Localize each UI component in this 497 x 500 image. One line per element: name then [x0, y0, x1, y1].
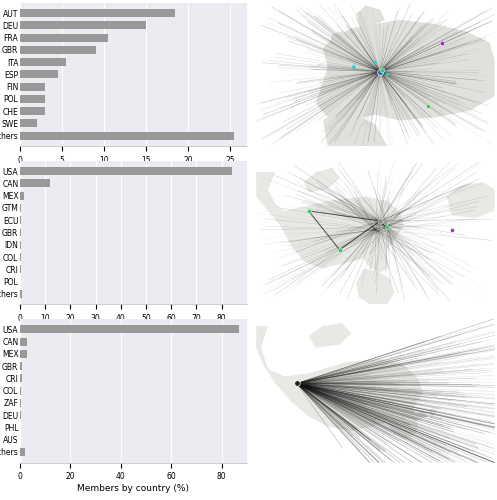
Bar — [20, 362, 22, 370]
Bar — [20, 192, 24, 200]
Bar — [20, 350, 27, 358]
Polygon shape — [356, 268, 395, 304]
Bar — [20, 34, 108, 42]
Polygon shape — [321, 89, 347, 112]
Polygon shape — [387, 408, 418, 440]
Polygon shape — [323, 110, 387, 146]
Bar — [20, 58, 66, 66]
Bar — [20, 290, 22, 298]
Bar — [20, 253, 21, 261]
Bar — [20, 266, 21, 274]
Bar — [20, 448, 25, 456]
Bar — [20, 180, 50, 188]
Bar — [20, 228, 21, 236]
Point — [371, 59, 379, 67]
Bar — [20, 374, 22, 382]
Bar — [20, 46, 95, 54]
Point — [383, 70, 391, 78]
X-axis label: Members by country (%): Members by country (%) — [78, 484, 189, 493]
Bar — [20, 9, 175, 17]
Polygon shape — [328, 31, 347, 48]
Bar — [20, 95, 45, 103]
Bar — [20, 204, 21, 212]
Polygon shape — [363, 250, 387, 273]
Point — [379, 66, 387, 74]
Bar — [20, 22, 146, 30]
Point — [383, 223, 391, 231]
Bar — [20, 132, 234, 140]
Bar — [20, 399, 21, 407]
Bar — [20, 120, 37, 128]
Polygon shape — [428, 408, 437, 416]
Bar — [20, 338, 27, 345]
Bar — [20, 82, 45, 90]
Polygon shape — [256, 326, 423, 431]
Polygon shape — [316, 20, 495, 120]
Bar — [20, 70, 58, 78]
Polygon shape — [411, 411, 428, 420]
Polygon shape — [356, 6, 385, 28]
Point — [305, 207, 313, 215]
Polygon shape — [447, 182, 495, 218]
Point — [438, 39, 446, 47]
Point — [448, 226, 456, 234]
Bar — [20, 107, 45, 115]
Polygon shape — [256, 172, 404, 268]
Point — [350, 63, 358, 71]
Point — [376, 68, 384, 76]
Bar — [20, 411, 21, 419]
Polygon shape — [309, 323, 351, 347]
Point — [376, 217, 384, 225]
Bar — [20, 386, 21, 394]
Point — [293, 380, 301, 388]
Bar — [20, 326, 239, 334]
Bar — [20, 241, 21, 249]
Polygon shape — [304, 168, 339, 192]
Bar — [20, 167, 232, 175]
Point — [335, 246, 343, 254]
Point — [424, 102, 432, 110]
Bar — [20, 216, 21, 224]
